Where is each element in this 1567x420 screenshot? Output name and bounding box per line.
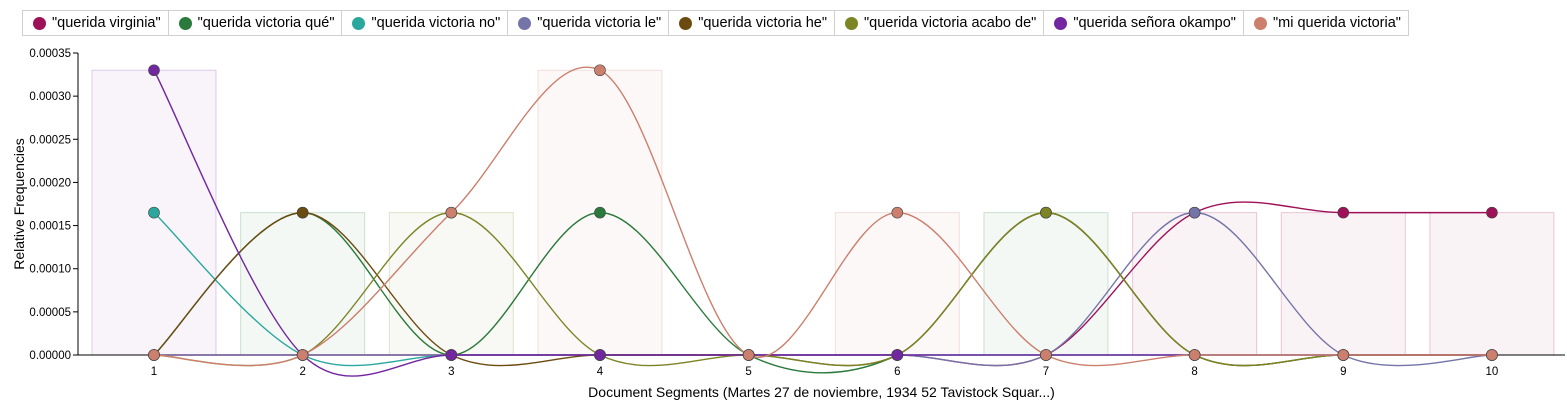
legend-swatch: [844, 16, 858, 30]
data-point[interactable]: [148, 349, 160, 361]
data-point[interactable]: [1188, 349, 1201, 361]
data-point[interactable]: [1188, 206, 1201, 219]
y-tick-label: 0.00035: [29, 48, 71, 60]
legend-item[interactable]: "querida victoria acabo de": [835, 11, 1045, 35]
legend-swatch: [1054, 16, 1068, 30]
y-tick-label: 0.00005: [29, 307, 71, 319]
legend-swatch: [33, 16, 46, 30]
segment-bar: [1429, 212, 1555, 356]
segment-bar: [983, 212, 1109, 356]
data-point[interactable]: [148, 206, 160, 219]
segment-bar: [1132, 212, 1258, 356]
x-tick-label: 8: [1191, 366, 1197, 378]
x-tick-label: 7: [1043, 366, 1049, 378]
legend-swatch: [178, 16, 192, 30]
data-point[interactable]: [445, 206, 458, 219]
y-tick-label: 0.00010: [29, 264, 71, 276]
x-tick-label: 3: [448, 366, 454, 378]
x-tick-label: 6: [894, 366, 900, 378]
data-point[interactable]: [148, 64, 160, 77]
legend-label: "querida victoria no": [371, 15, 501, 31]
legend-item[interactable]: "querida victoria no": [342, 11, 509, 35]
x-tick-label: 4: [597, 366, 604, 378]
legend-label: "querida señora okampo": [1073, 15, 1236, 31]
data-point[interactable]: [1486, 206, 1498, 219]
legend-label: "mi querida victoria": [1272, 15, 1401, 31]
legend-item[interactable]: "mi querida victoria": [1244, 11, 1408, 35]
y-tick-label: 0.00025: [29, 134, 71, 146]
y-tick-label: 0.00030: [29, 91, 71, 103]
legend-label: "querida victoria he": [698, 15, 827, 31]
legend-item[interactable]: "querida victoria le": [508, 11, 670, 35]
y-tick-label: 0.00020: [29, 177, 71, 189]
legend-swatch: [679, 16, 693, 30]
y-tick-label: 0.00000: [29, 350, 71, 362]
legend-label: "querida victoria acabo de": [863, 15, 1037, 31]
x-tick-label: 9: [1340, 366, 1346, 378]
legend-item[interactable]: "querida señora okampo": [1044, 11, 1244, 35]
legend-label: "querida victoria qué": [197, 15, 335, 31]
data-point[interactable]: [445, 349, 458, 361]
data-point[interactable]: [891, 206, 904, 219]
data-point[interactable]: [594, 64, 606, 77]
y-axis-label: Relative Frequencies: [11, 138, 27, 270]
data-point[interactable]: [1040, 206, 1052, 219]
legend-label: "querida virginia": [52, 15, 161, 31]
legend-swatch: [518, 16, 532, 30]
legend-swatch: [352, 16, 366, 30]
legend-label: "querida victoria le": [537, 15, 662, 31]
legend-item[interactable]: "querida virginia": [23, 11, 169, 35]
y-tick-label: 0.00015: [29, 221, 71, 233]
x-tick-label: 5: [745, 366, 751, 378]
data-point[interactable]: [1337, 349, 1350, 361]
data-point[interactable]: [296, 349, 309, 361]
series-line: [153, 66, 1492, 367]
legend-item[interactable]: "querida victoria qué": [169, 11, 343, 35]
segment-bar: [1280, 212, 1406, 356]
data-point[interactable]: [1040, 349, 1052, 361]
segment-bar: [388, 212, 514, 356]
legend-item[interactable]: "querida victoria he": [669, 11, 835, 35]
segment-bar: [834, 212, 960, 356]
data-point[interactable]: [594, 349, 606, 361]
data-point[interactable]: [891, 349, 904, 361]
data-point[interactable]: [1486, 349, 1498, 361]
x-tick-label: 1: [151, 366, 157, 378]
legend-swatch: [1253, 16, 1267, 30]
x-tick-label: 10: [1486, 366, 1499, 378]
data-point[interactable]: [742, 349, 755, 361]
chart-legend: "querida virginia" "querida victoria qué"…: [22, 10, 1409, 36]
x-axis-label: Document Segments (Martes 27 de noviembr…: [588, 384, 1055, 400]
data-point[interactable]: [594, 206, 606, 219]
x-tick-label: 2: [299, 366, 305, 378]
data-point[interactable]: [1337, 206, 1350, 219]
series-line: [153, 211, 1492, 367]
data-point[interactable]: [296, 206, 309, 219]
